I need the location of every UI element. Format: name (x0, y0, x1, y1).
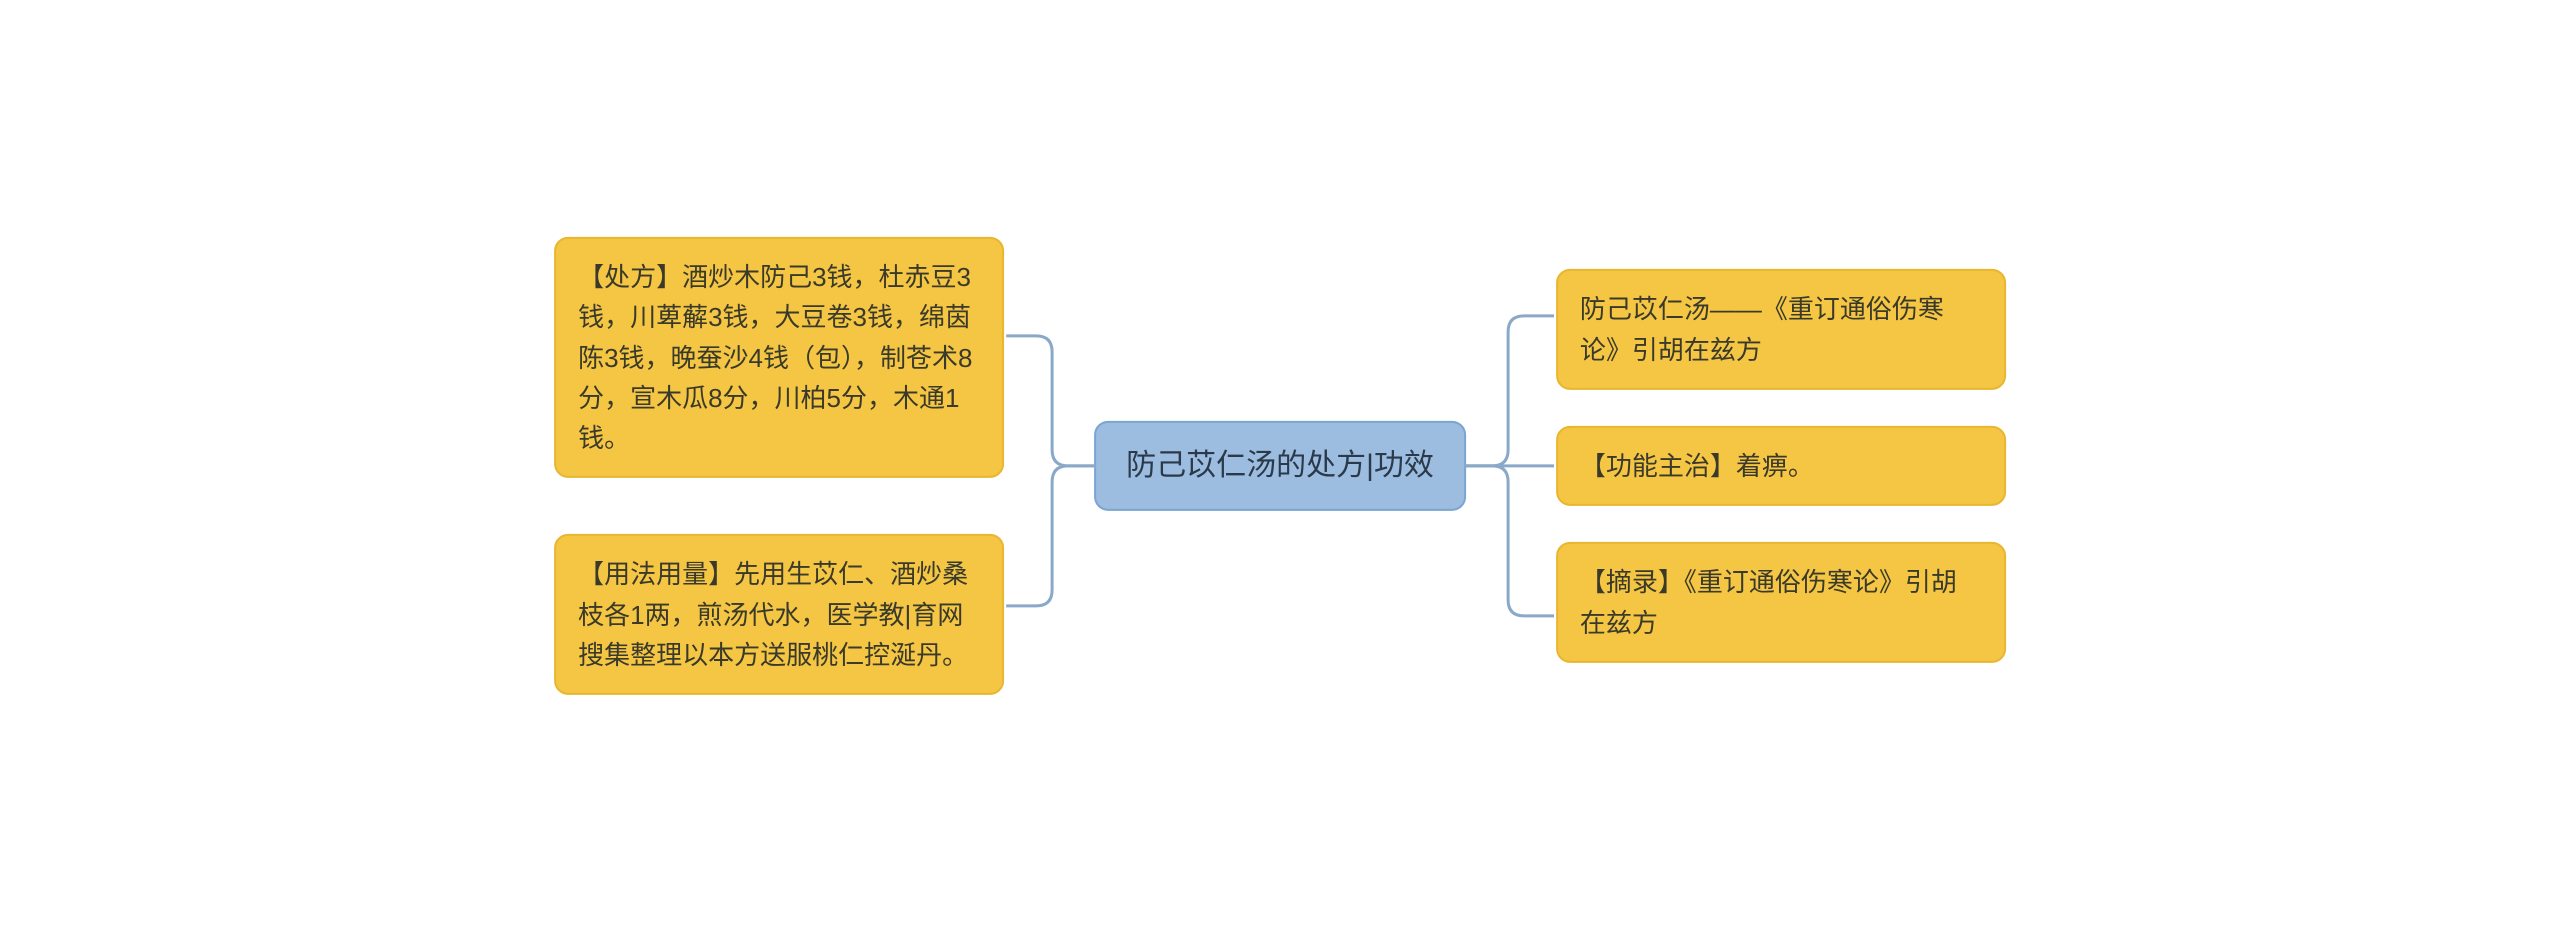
node-text: 【处方】酒炒木防己3钱，杜赤豆3钱，川萆薢3钱，大豆卷3钱，绵茵陈3钱，晚蚕沙4… (578, 262, 972, 453)
right-connectors (1464, 216, 1554, 716)
center-column: 防己苡仁汤的处方|功效 (1094, 421, 1466, 512)
right-node-source: 防己苡仁汤——《重订通俗伤寒论》引胡在兹方 (1556, 269, 2006, 390)
right-node-function: 【功能主治】着痹。 (1556, 426, 2006, 506)
left-node-usage: 【用法用量】先用生苡仁、酒炒桑枝各1两，煎汤代水，医学教|育网搜集整理以本方送服… (554, 534, 1004, 695)
right-node-excerpt: 【摘录】《重订通俗伤寒论》引胡在兹方 (1556, 542, 2006, 663)
node-text: 【用法用量】先用生苡仁、酒炒桑枝各1两，煎汤代水，医学教|育网搜集整理以本方送服… (578, 559, 968, 670)
left-connectors (1006, 216, 1096, 716)
center-title: 防己苡仁汤的处方|功效 (1126, 449, 1434, 482)
center-node: 防己苡仁汤的处方|功效 (1094, 421, 1466, 512)
node-text: 防己苡仁汤——《重订通俗伤寒论》引胡在兹方 (1580, 294, 1944, 364)
node-text: 【功能主治】着痹。 (1580, 451, 1814, 481)
left-node-prescription: 【处方】酒炒木防己3钱，杜赤豆3钱，川萆薢3钱，大豆卷3钱，绵茵陈3钱，晚蚕沙4… (554, 237, 1004, 478)
node-text: 【摘录】《重订通俗伤寒论》引胡在兹方 (1580, 567, 1957, 637)
left-branch-column: 【处方】酒炒木防己3钱，杜赤豆3钱，川萆薢3钱，大豆卷3钱，绵茵陈3钱，晚蚕沙4… (554, 237, 1004, 695)
mindmap-root: 【处方】酒炒木防己3钱，杜赤豆3钱，川萆薢3钱，大豆卷3钱，绵茵陈3钱，晚蚕沙4… (554, 237, 2006, 695)
right-branch-column: 防己苡仁汤——《重订通俗伤寒论》引胡在兹方 【功能主治】着痹。 【摘录】《重订通… (1556, 269, 2006, 662)
